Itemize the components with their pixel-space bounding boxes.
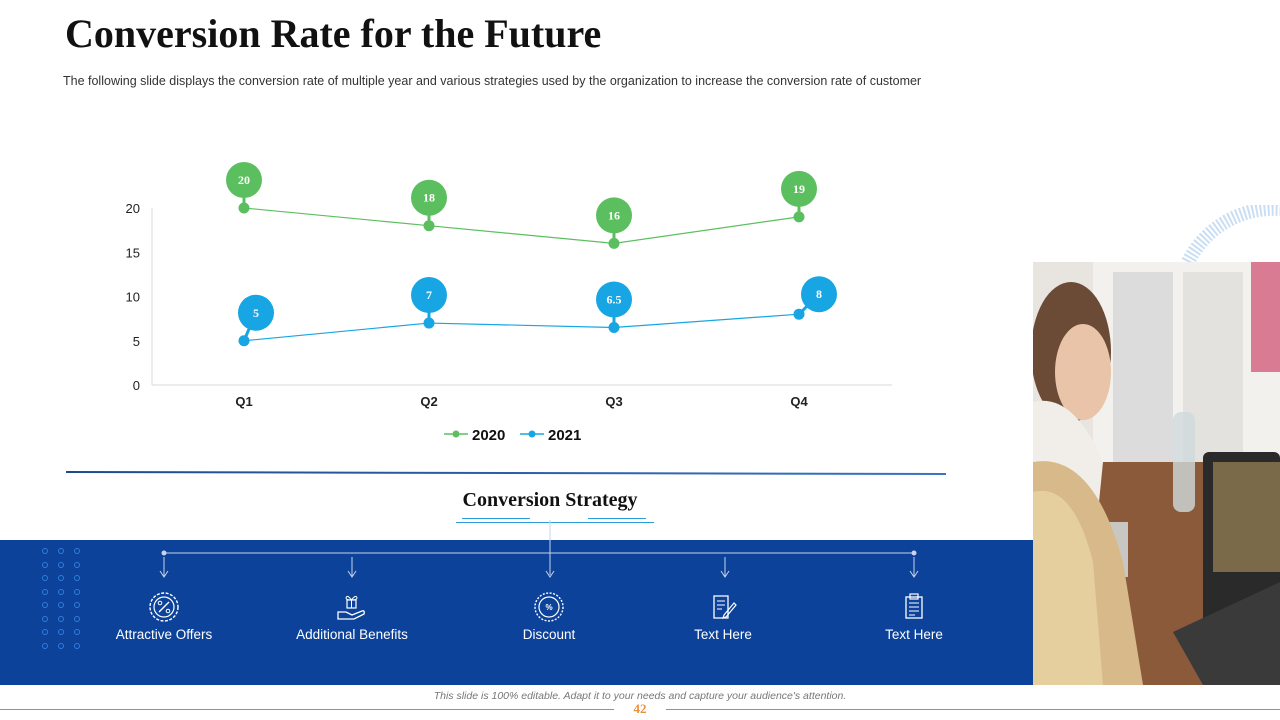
strategy-item-discount: % Discount: [459, 590, 639, 642]
legend-marker: [528, 430, 536, 438]
slide-subtitle: The following slide displays the convers…: [63, 74, 922, 88]
data-bubble: [801, 276, 837, 313]
legend-label: 2020: [472, 427, 505, 444]
series-line-2021: [243, 313, 800, 342]
data-bubble: [238, 294, 274, 331]
data-label: 6.5: [607, 292, 622, 306]
page-number: 42: [633, 701, 647, 716]
y-tick-label: 0: [133, 378, 140, 393]
data-point: [238, 202, 250, 214]
strategy-label: Additional Benefits: [296, 627, 408, 642]
strategy-title-underline: [462, 518, 530, 519]
data-point: [793, 211, 805, 223]
data-point: [793, 308, 805, 320]
data-point: [423, 220, 435, 232]
data-point: [608, 237, 620, 249]
data-bubble: [411, 277, 447, 314]
strategy-label: Attractive Offers: [115, 627, 213, 642]
strategy-title-underline: [456, 522, 654, 523]
data-point: [608, 321, 620, 333]
strategy-item-additional-benefits: Additional Benefits: [262, 590, 442, 642]
strategy-title-underline: [588, 518, 646, 519]
strategy-label: Text Here: [885, 627, 943, 642]
footer-note: This slide is 100% editable. Adapt it to…: [433, 690, 847, 702]
strategy-label: Text Here: [694, 627, 752, 642]
decorative-arc: [1181, 205, 1280, 265]
series-line-2020: [243, 207, 800, 245]
data-label: 20: [238, 173, 250, 187]
strategy-label: Discount: [522, 627, 576, 642]
data-bubble: [596, 197, 632, 234]
data-bubble: [781, 170, 817, 207]
clipboard-icon: [905, 593, 923, 619]
dot-pattern: [42, 548, 82, 649]
y-tick-label: 10: [126, 290, 140, 305]
data-label: 18: [423, 191, 435, 205]
document-edit-icon: [713, 595, 737, 619]
y-tick-label: 15: [126, 245, 140, 260]
data-label: 8: [816, 287, 822, 301]
slide-title: Conversion Rate for the Future: [65, 11, 602, 56]
data-label: 5: [253, 306, 259, 320]
strategy-item-text-here-1: Text Here: [633, 590, 813, 642]
strategy-item-attractive-offers: Attractive Offers: [74, 590, 254, 642]
legend-label: 2021: [548, 427, 581, 444]
section-divider: [65, 471, 947, 475]
x-tick-label: Q2: [420, 394, 437, 409]
y-tick-label: 20: [126, 201, 140, 216]
percent-badge-icon: [149, 592, 179, 622]
strategy-item-text-here-2: Text Here: [824, 590, 1004, 642]
x-tick-label: Q1: [235, 394, 252, 409]
data-point: [238, 335, 250, 347]
y-tick-label: 5: [133, 334, 140, 349]
data-bubble: [226, 162, 262, 198]
data-label: 7: [426, 288, 432, 302]
footer-rule: [666, 709, 1280, 710]
legend-marker: [452, 430, 460, 438]
discount-badge-icon: %: [534, 592, 564, 622]
office-photo: [1033, 262, 1280, 685]
x-tick-label: Q4: [790, 394, 808, 409]
strategy-tree: [159, 520, 919, 578]
data-bubble: [411, 179, 447, 216]
data-point: [423, 317, 435, 329]
data-bubble: [596, 281, 632, 318]
hand-gift-icon: [337, 595, 365, 620]
x-tick-label: Q3: [605, 394, 622, 409]
svg-text:%: %: [545, 603, 552, 612]
conversion-rate-chart: 0 5 10 15 20 Q1 Q2 Q3 Q4 20 18 16 19 5 7 6.5 8 2020 2021: [126, 162, 892, 444]
data-label: 19: [793, 182, 805, 196]
footer-rule: [0, 709, 614, 710]
data-label: 16: [608, 208, 620, 222]
strategy-title: Conversion Strategy: [462, 489, 638, 511]
